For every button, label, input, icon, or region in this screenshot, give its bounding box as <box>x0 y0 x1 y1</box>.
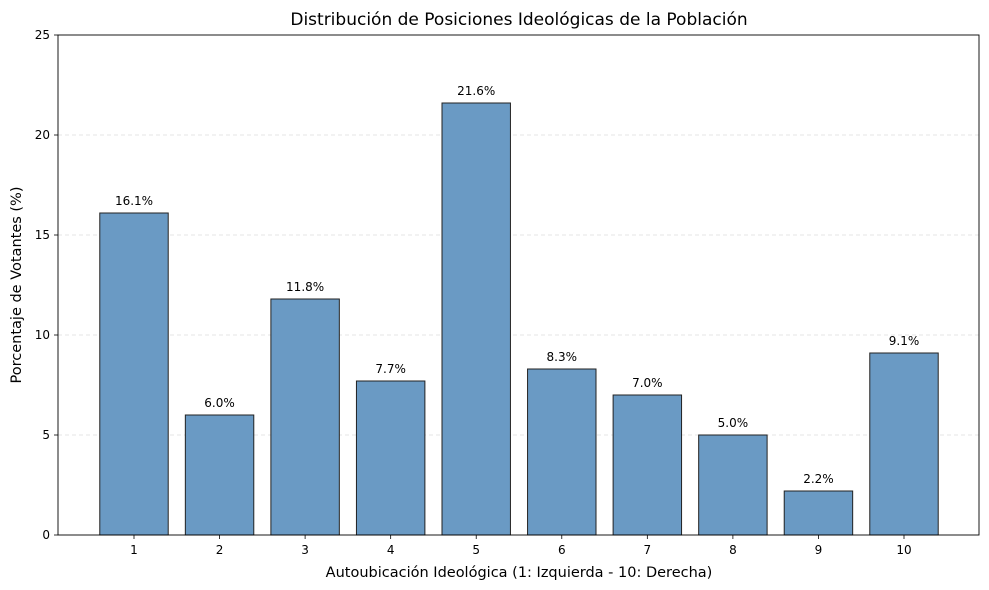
y-tick-label: 0 <box>42 528 50 542</box>
x-tick-label: 7 <box>644 543 652 557</box>
data-label-2: 6.0% <box>204 396 235 410</box>
data-label-8: 5.0% <box>718 416 749 430</box>
x-tick-label: 8 <box>729 543 737 557</box>
y-tick-label: 10 <box>35 328 50 342</box>
grid-lines <box>58 134 979 436</box>
chart-title: Distribución de Posiciones Ideológicas d… <box>290 10 747 30</box>
x-tick-label: 3 <box>301 543 309 557</box>
data-label-5: 21.6% <box>457 84 495 98</box>
bar-1 <box>99 212 169 536</box>
bar-7 <box>612 394 683 536</box>
x-axis-ticks: 1 2 3 4 5 6 7 8 9 10 <box>130 535 912 557</box>
bars <box>99 102 939 536</box>
data-label-6: 8.3% <box>547 350 578 364</box>
x-tick-label: 9 <box>815 543 823 557</box>
bar-6 <box>527 368 597 536</box>
bar-5 <box>441 102 511 536</box>
y-axis-label: Porcentaje de Votantes (%) <box>9 187 25 384</box>
y-tick-label: 20 <box>35 128 50 142</box>
data-label-1: 16.1% <box>115 194 153 208</box>
data-label-9: 2.2% <box>803 472 834 486</box>
bar-4 <box>355 380 426 536</box>
y-tick-label: 15 <box>35 228 50 242</box>
data-label-7: 7.0% <box>632 376 663 390</box>
bar-10 <box>869 352 939 536</box>
x-tick-label: 5 <box>472 543 480 557</box>
y-axis-ticks: 0 5 10 15 20 25 <box>35 28 58 542</box>
bar-9 <box>783 490 854 536</box>
x-tick-label: 4 <box>387 543 395 557</box>
data-labels: 16.1% 6.0% 11.8% 7.7% 21.6% 8.3% 7.0% 5.0% 2.2% 9… <box>115 84 919 486</box>
x-tick-label: 1 <box>130 543 138 557</box>
x-axis-label: Autoubicación Ideológica (1: Izquierda -… <box>326 565 713 581</box>
data-label-10: 9.1% <box>889 334 920 348</box>
y-tick-label: 5 <box>42 428 50 442</box>
data-label-4: 7.7% <box>375 362 406 376</box>
x-tick-label: 6 <box>558 543 566 557</box>
data-label-3: 11.8% <box>286 280 324 294</box>
bar-8 <box>698 434 768 536</box>
x-tick-label: 2 <box>216 543 224 557</box>
y-tick-label: 25 <box>35 28 50 42</box>
bar-3 <box>270 298 340 536</box>
bar-2 <box>184 414 255 536</box>
plot-area <box>57 34 980 536</box>
x-tick-label: 10 <box>896 543 911 557</box>
